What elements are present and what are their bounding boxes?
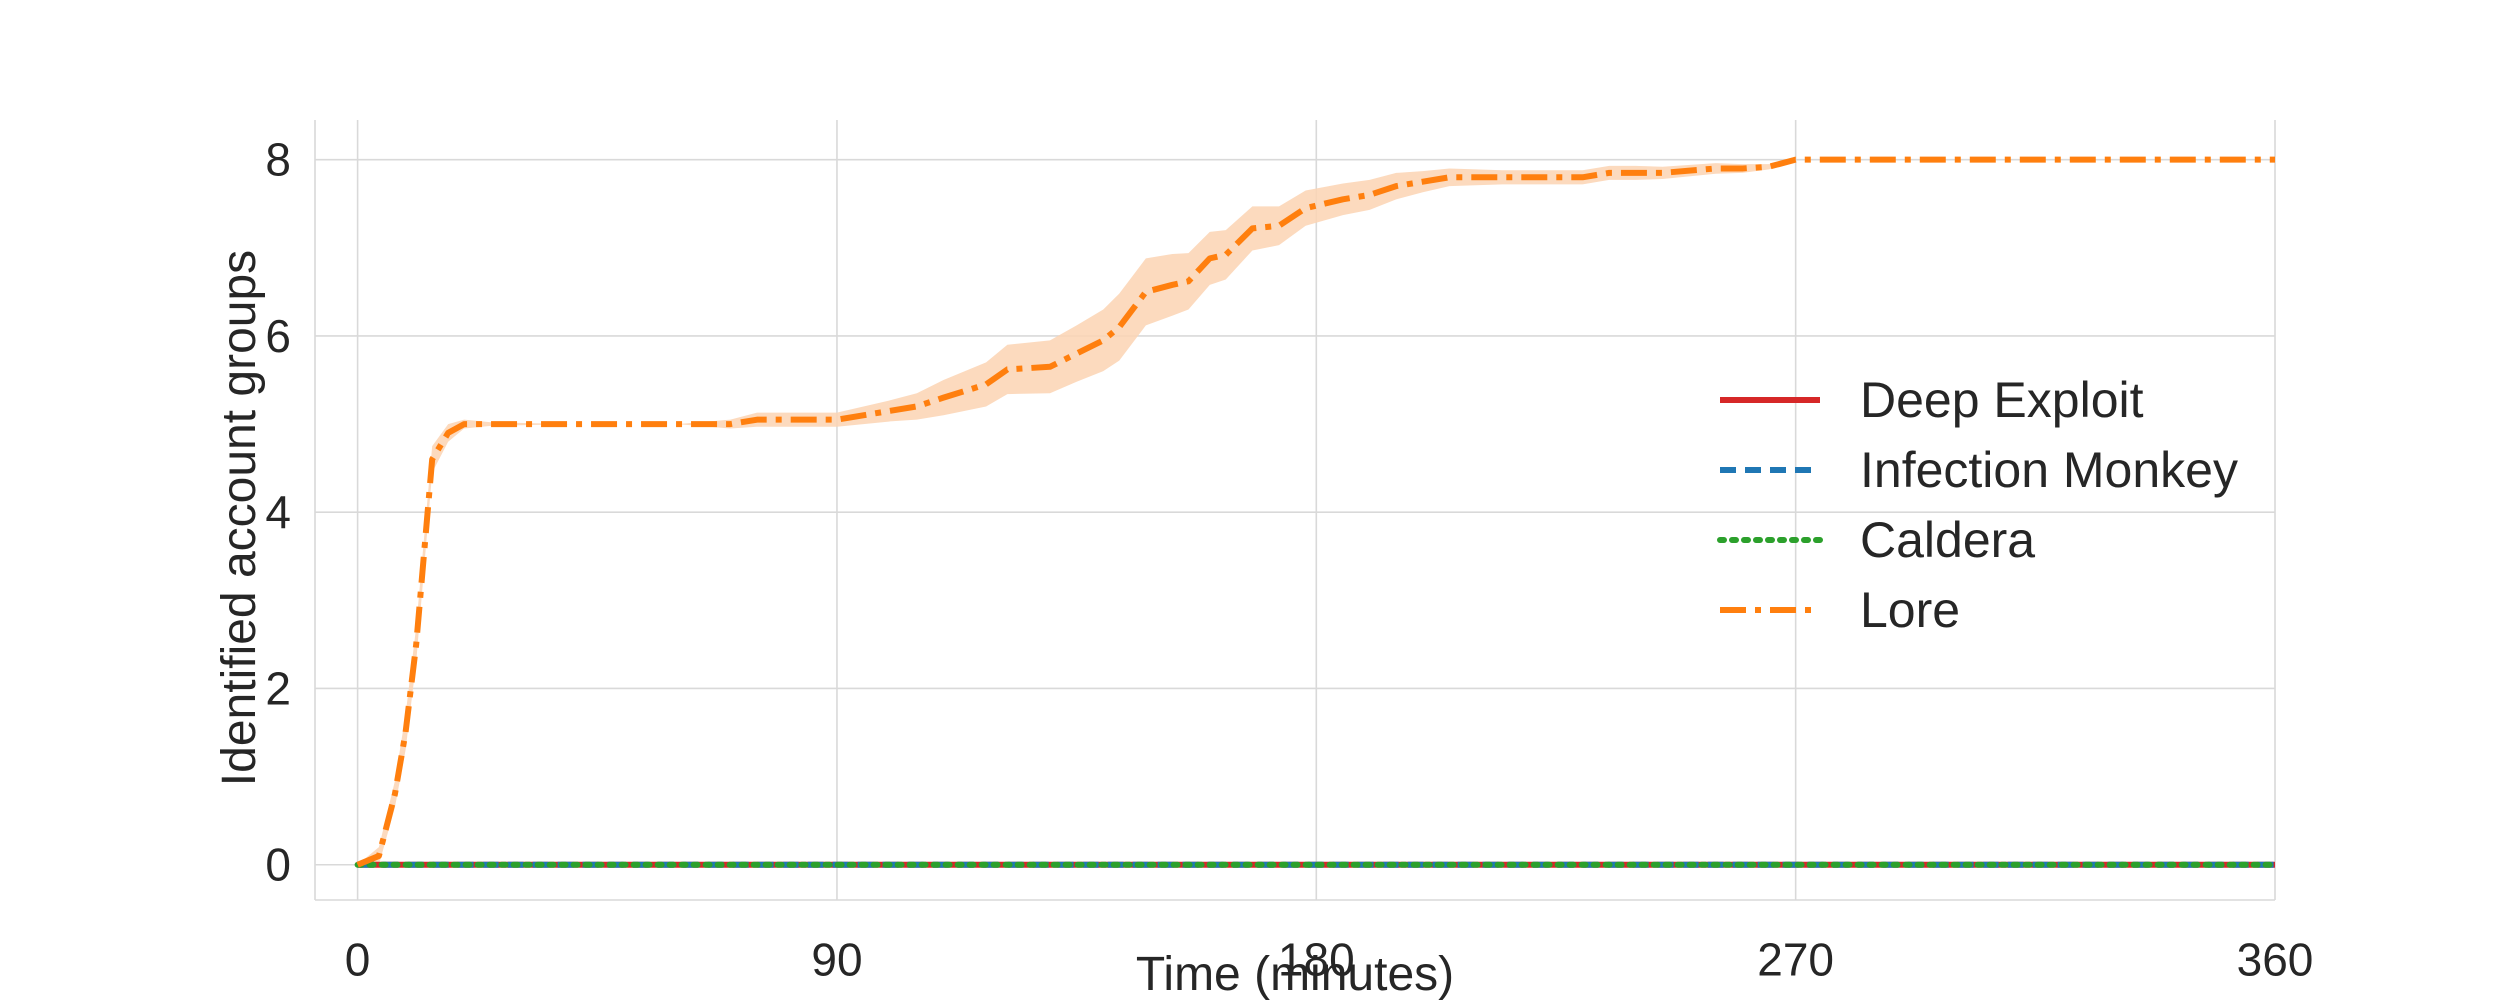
x-tick-label: 90 [811,934,862,986]
x-tick-label: 360 [2237,934,2314,986]
y-tick-label: 4 [265,486,291,538]
y-tick-label: 0 [265,839,291,891]
y-tick-label: 8 [265,134,291,186]
grid-layer [315,120,2276,900]
x-tick-label: 270 [1757,934,1834,986]
legend-label: Caldera [1860,512,2035,568]
series-layer [354,156,2278,868]
legend-label: Infection Monkey [1860,442,2238,498]
lore-series-line [356,156,2275,868]
legend: Deep Exploit Infection Monkey Caldera Lore [1717,372,2238,638]
x-axis-title: Time (minutes) [1136,948,1454,1000]
y-tick-label: 2 [265,662,291,714]
x-tick-label: 180 [1278,934,1355,986]
legend-label: Deep Exploit [1860,372,2144,428]
x-tick-label: 0 [345,934,371,986]
legend-label: Lore [1860,582,1960,638]
axes-layer: 0 90 180 270 360 0 2 4 6 8 [265,120,2313,986]
y-tick-label: 6 [265,310,291,362]
y-axis-title: Identified account groups [213,250,266,786]
